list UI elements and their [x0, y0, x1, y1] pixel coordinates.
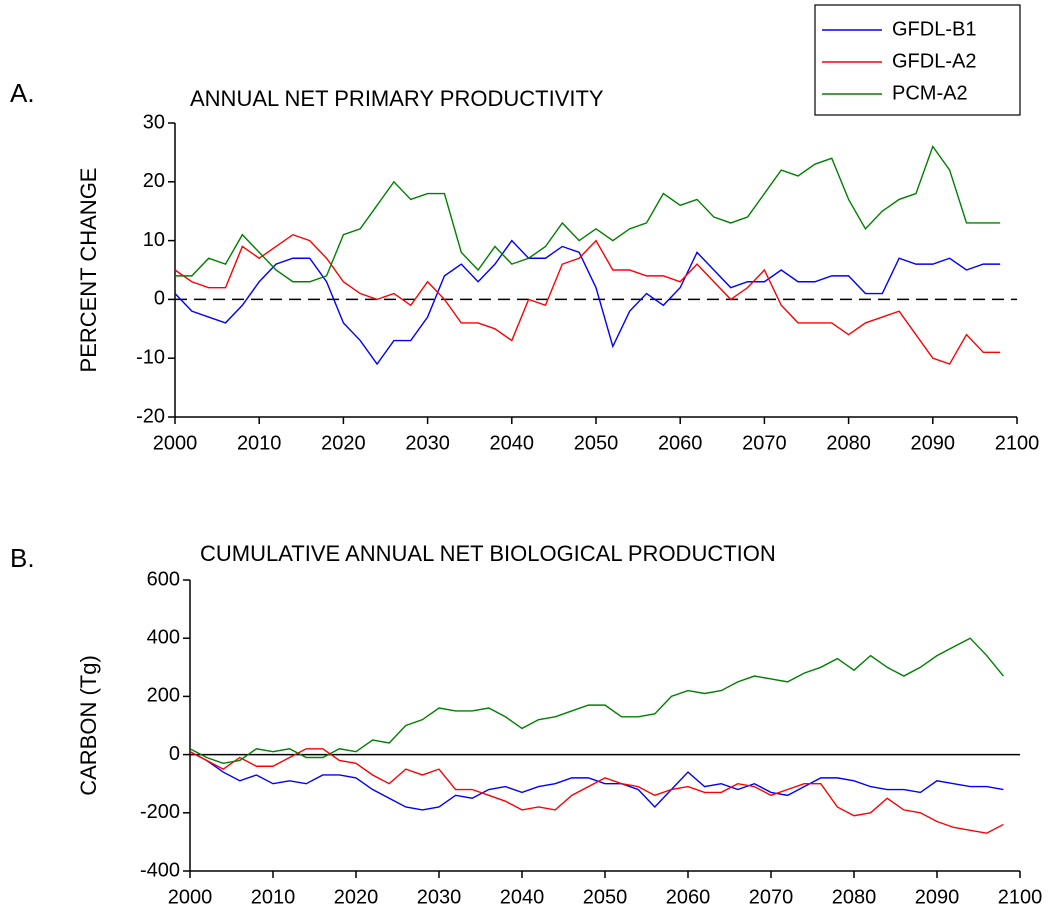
x-tick-label: 2090: [915, 886, 960, 908]
panel-label: A.: [10, 78, 35, 108]
x-tick-label: 2060: [658, 432, 703, 454]
y-tick-label: 0: [169, 743, 180, 765]
x-tick-label: 2010: [237, 432, 282, 454]
x-tick-label: 2080: [826, 432, 871, 454]
chart-title: ANNUAL NET PRIMARY PRODUCTIVITY: [190, 86, 604, 111]
y-tick-label: -10: [136, 346, 165, 368]
data-line: [189, 751, 1004, 811]
x-tick-label: 2030: [417, 886, 462, 908]
x-tick-label: 2010: [251, 886, 296, 908]
x-tick-label: 2100: [995, 432, 1040, 454]
data-line: [174, 239, 1001, 366]
y-tick-label: -200: [140, 801, 180, 823]
x-tick-label: 2050: [574, 432, 619, 454]
x-tick-label: 2080: [832, 886, 877, 908]
x-tick-label: 2020: [334, 886, 379, 908]
legend-label: GFDL-A2: [892, 50, 976, 72]
y-tick-label: 200: [147, 685, 180, 707]
x-tick-label: 2000: [168, 886, 213, 908]
x-tick-label: 2060: [666, 886, 711, 908]
x-tick-label: 2070: [742, 432, 787, 454]
y-axis-label: PERCENT CHANGE: [76, 168, 101, 373]
x-tick-label: 2050: [583, 886, 628, 908]
x-tick-label: 2040: [500, 886, 545, 908]
x-tick-label: 2040: [490, 432, 535, 454]
y-tick-label: -400: [140, 859, 180, 881]
y-tick-label: 0: [154, 288, 165, 310]
data-line: [189, 748, 1004, 834]
data-line: [175, 145, 1001, 283]
legend-box: [814, 4, 1021, 116]
y-tick-label: -20: [136, 405, 165, 427]
legend-label: GFDL-B1: [892, 18, 976, 40]
panel-label: B.: [10, 543, 35, 573]
y-tick-label: 10: [143, 229, 165, 251]
x-tick-label: 2030: [405, 432, 450, 454]
x-tick-label: 2090: [911, 432, 956, 454]
chart-title: CUMULATIVE ANNUAL NET BIOLOGICAL PRODUCT…: [200, 541, 776, 566]
legend-label: PCM-A2: [892, 82, 968, 104]
y-tick-label: 600: [147, 568, 180, 590]
x-tick-label: 2000: [153, 432, 198, 454]
y-tick-label: 30: [143, 111, 165, 133]
y-tick-label: 20: [143, 170, 165, 192]
data-line: [189, 637, 1004, 765]
x-tick-label: 2020: [321, 432, 366, 454]
data-line: [174, 233, 1001, 365]
x-tick-label: 2070: [749, 886, 794, 908]
x-tick-label: 2100: [998, 886, 1043, 908]
y-axis-label: CARBON (Tg): [76, 655, 101, 796]
y-tick-label: 400: [147, 626, 180, 648]
